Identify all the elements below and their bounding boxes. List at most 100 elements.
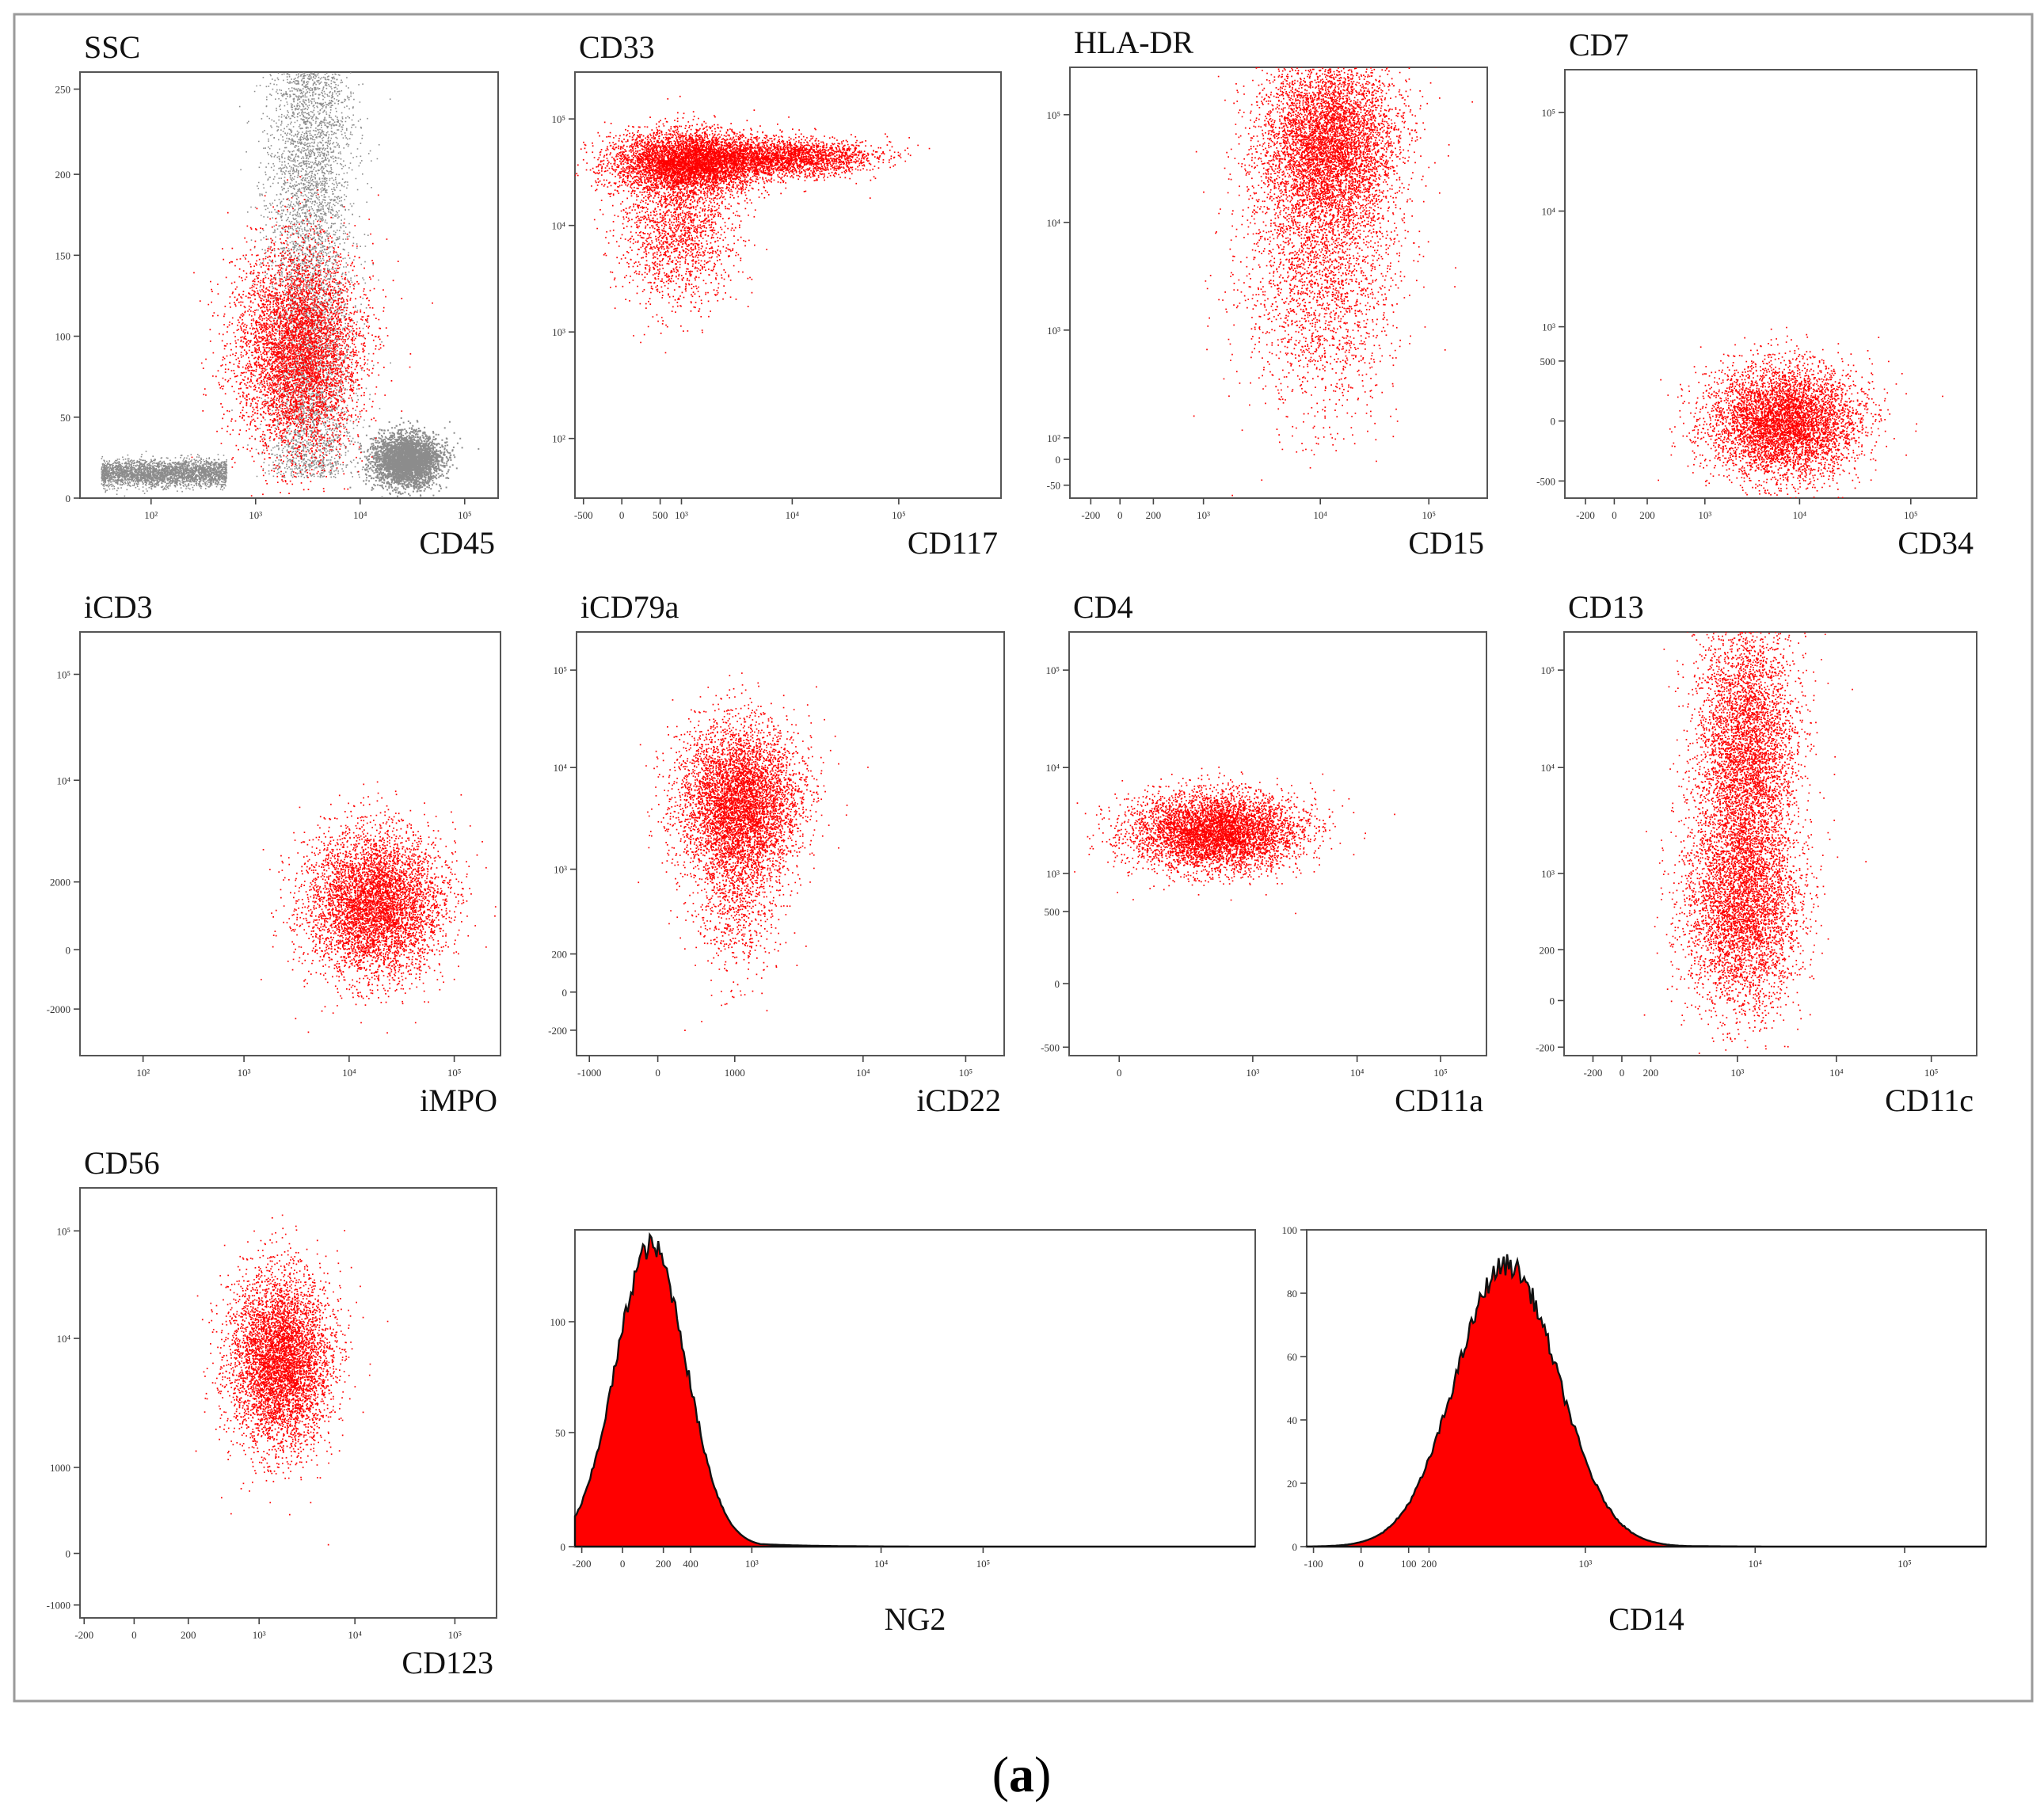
x-axis-title-p6: iCD22 (916, 1083, 1001, 1118)
chart-title-p9: CD56 (84, 1145, 160, 1181)
x-axis-title-p9: CD123 (402, 1645, 493, 1680)
y-tick-label: 0 (66, 493, 71, 504)
x-tick-label: 0 (1117, 1067, 1122, 1079)
y-tick-label: 10⁵ (1046, 109, 1060, 121)
x-tick-label: 10³ (675, 509, 688, 521)
y-tick-label: 10⁵ (56, 669, 70, 681)
x-tick-label: 10⁵ (892, 509, 906, 521)
x-tick-label: 10⁵ (1897, 1558, 1912, 1570)
plot-area-p6 (577, 632, 1004, 1056)
x-tick-label: 0 (1620, 1067, 1625, 1079)
x-tick-label: 10⁴ (1749, 1558, 1763, 1570)
x-tick-label: -1000 (577, 1067, 601, 1079)
x-tick-label: 0 (1358, 1558, 1364, 1570)
y-tick-label: 0 (66, 1548, 71, 1560)
y-tick-label: 10⁴ (56, 1333, 70, 1345)
y-tick-label: 10⁴ (551, 220, 565, 232)
x-tick-label: -200 (74, 1629, 93, 1641)
x-axis-title-p8: CD11c (1885, 1083, 1974, 1118)
x-axis-title-p1: CD45 (419, 525, 495, 561)
x-tick-label: 10³ (249, 509, 262, 521)
x-tick-label: 200 (181, 1629, 196, 1641)
y-tick-label: 40 (1287, 1414, 1297, 1426)
y-tick-label: 200 (1540, 944, 1555, 956)
x-tick-label: 10⁴ (1313, 509, 1327, 521)
x-tick-label: 500 (653, 509, 668, 521)
chart-title-p2: CD33 (579, 29, 655, 65)
x-tick-label: 200 (1422, 1558, 1437, 1570)
plot-area-p11 (1307, 1230, 1986, 1547)
x-tick-label: 10⁴ (786, 509, 800, 521)
y-tick-label: 10⁵ (1045, 664, 1060, 676)
x-tick-label: -200 (1584, 1067, 1603, 1079)
plot-area-p5 (80, 632, 501, 1056)
x-tick-label: -500 (574, 509, 593, 521)
x-tick-label: 200 (1639, 509, 1655, 521)
y-tick-label: 10⁴ (1045, 762, 1060, 774)
x-tick-label: 100 (1401, 1558, 1417, 1570)
x-tick-label: 10⁵ (1433, 1067, 1448, 1079)
y-tick-label: -200 (548, 1025, 567, 1037)
x-tick-label: 10³ (1578, 1558, 1592, 1570)
y-tick-label: 10⁴ (1541, 206, 1555, 218)
x-tick-label: 200 (1146, 509, 1162, 521)
y-tick-label: -50 (1047, 480, 1060, 492)
x-tick-label: 0 (655, 1067, 660, 1079)
x-tick-label: 10⁵ (1904, 509, 1918, 521)
y-tick-label: 2000 (50, 877, 70, 889)
x-axis-title-p7: CD11a (1395, 1083, 1483, 1118)
x-tick-label: 10⁴ (856, 1067, 870, 1079)
chart-title-p5: iCD3 (84, 589, 153, 625)
y-tick-label: 10⁴ (1540, 762, 1555, 774)
chart-title-p3: HLA-DR (1074, 25, 1193, 60)
y-tick-label: 50 (60, 412, 70, 424)
y-tick-label: 100 (550, 1316, 566, 1328)
y-tick-label: -500 (1041, 1041, 1060, 1053)
x-axis-title-p2: CD117 (908, 525, 998, 561)
x-tick-label: 10⁵ (458, 509, 472, 521)
y-tick-label: 0 (1551, 416, 1556, 428)
x-tick-label: 10⁴ (348, 1629, 362, 1641)
x-tick-label: 10³ (253, 1629, 266, 1641)
x-tick-label: 0 (619, 509, 625, 521)
y-tick-label: 10⁴ (56, 775, 70, 786)
y-tick-label: 10³ (554, 864, 567, 876)
y-tick-label: 100 (55, 331, 71, 343)
y-tick-label: 0 (66, 944, 71, 956)
y-tick-label: 10² (552, 433, 565, 445)
x-tick-label: 0 (620, 1558, 626, 1570)
x-tick-label: 10⁴ (1829, 1067, 1844, 1079)
y-tick-label: 10³ (1542, 322, 1555, 333)
x-tick-label: -200 (1576, 509, 1595, 521)
plot-area-p7 (1069, 632, 1486, 1056)
y-tick-label: 0 (1055, 978, 1060, 990)
x-axis-title-p5: iMPO (420, 1083, 497, 1118)
chart-title-p8: CD13 (1568, 589, 1644, 625)
x-tick-label: 10⁴ (342, 1067, 356, 1079)
x-tick-label: 400 (683, 1558, 698, 1570)
y-tick-label: 10³ (1541, 868, 1555, 880)
x-tick-label: 10⁵ (447, 1067, 462, 1079)
y-tick-label: -2000 (47, 1003, 70, 1015)
y-tick-label: 100 (1282, 1224, 1298, 1236)
x-tick-label: 10⁴ (353, 509, 367, 521)
x-tick-label: 10³ (1197, 509, 1210, 521)
x-tick-label: -200 (573, 1558, 592, 1570)
x-tick-label: -100 (1304, 1558, 1323, 1570)
y-tick-label: 0 (562, 987, 568, 999)
y-tick-label: 10⁵ (56, 1225, 70, 1237)
x-tick-label: 0 (1612, 509, 1617, 521)
y-tick-label: 0 (1292, 1541, 1298, 1553)
y-tick-label: 500 (1540, 356, 1556, 367)
x-tick-label: 0 (131, 1629, 137, 1641)
y-tick-label: -500 (1536, 475, 1555, 487)
y-tick-label: 10⁵ (1540, 664, 1555, 676)
x-tick-label: 10⁴ (1793, 509, 1807, 521)
